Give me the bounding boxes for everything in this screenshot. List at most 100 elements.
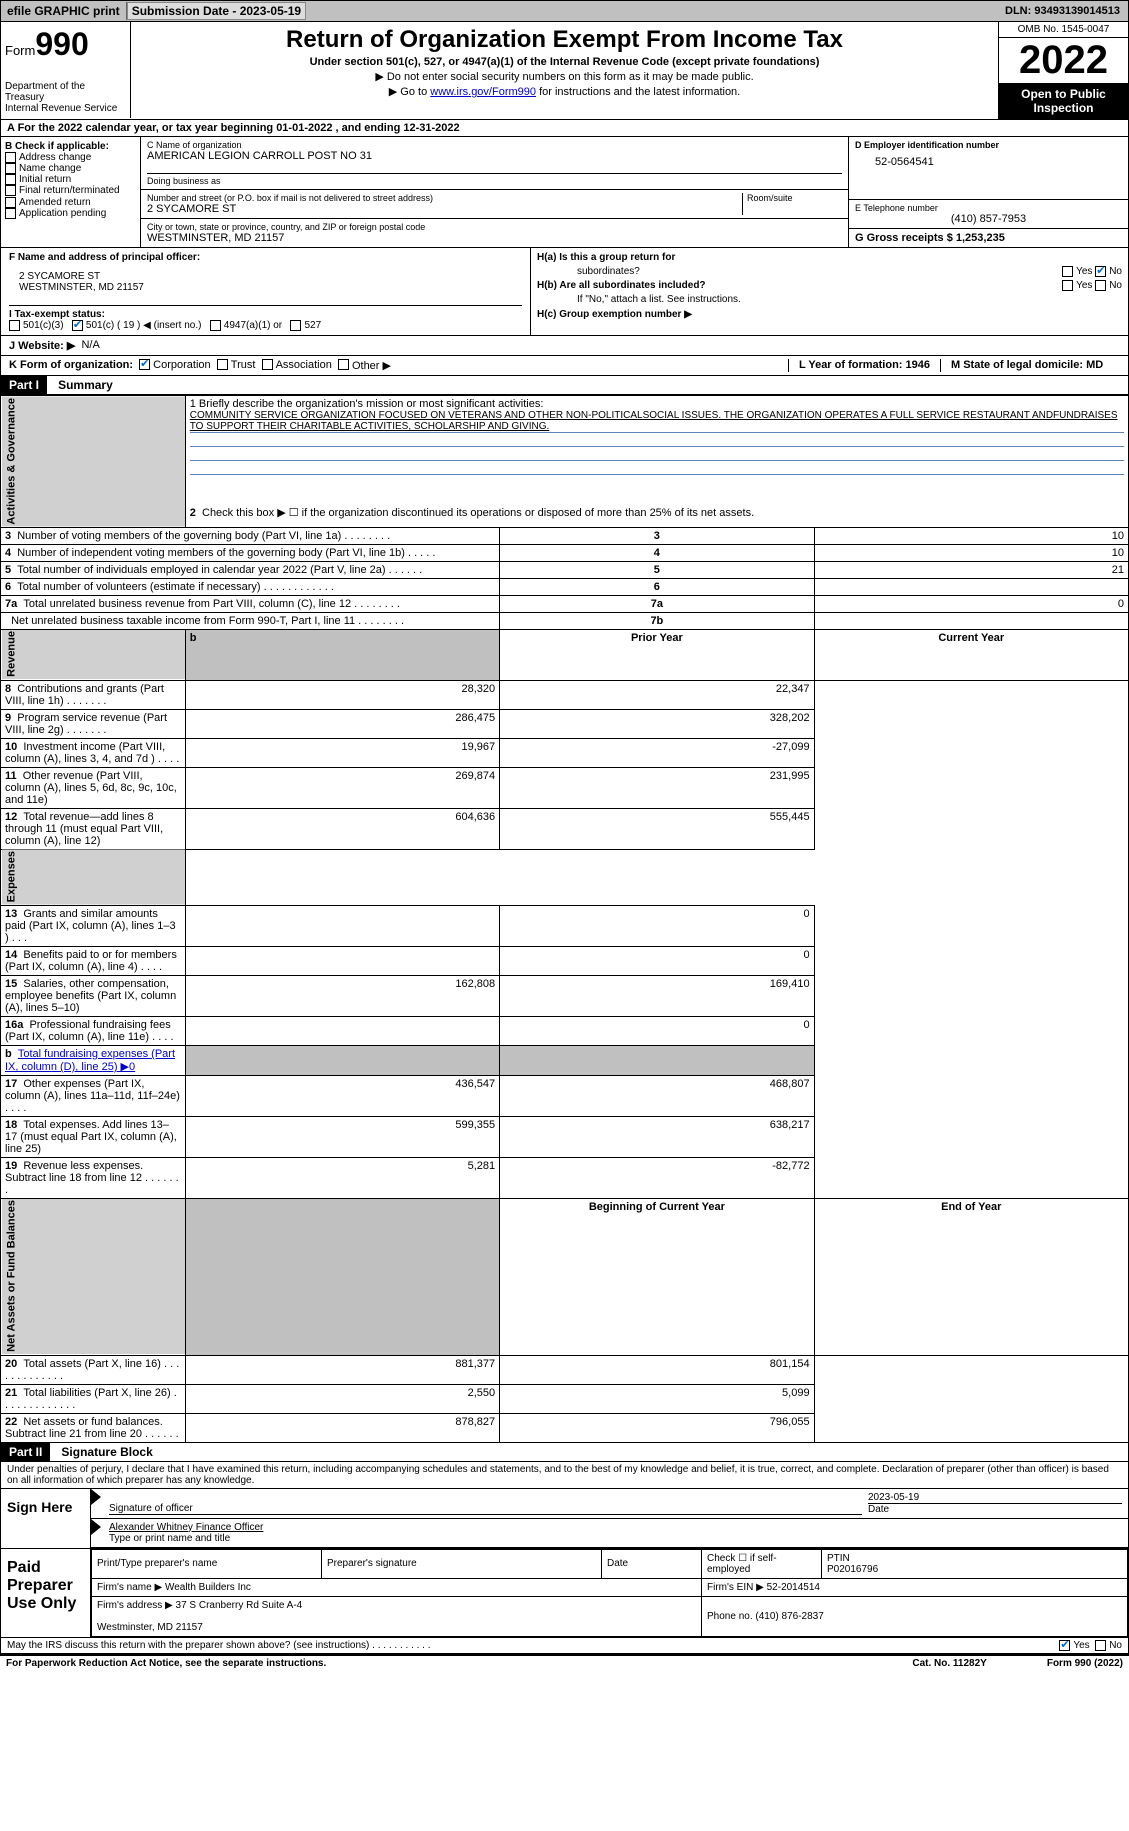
side-exp: Expenses	[1, 849, 186, 905]
b-label: B Check if applicable:	[5, 141, 136, 152]
501c3-chk[interactable]	[9, 320, 20, 331]
ptin: P02016796	[827, 1564, 878, 1575]
telephone: (410) 857-7953	[855, 213, 1122, 225]
phone-label: Phone no.	[707, 1611, 753, 1622]
assoc-chk[interactable]	[262, 359, 273, 370]
summary-table: Activities & Governance 1 Briefly descri…	[0, 395, 1129, 1443]
goto-note: ▶ Go to www.irs.gov/Form990 for instruct…	[139, 85, 990, 98]
4947-chk[interactable]	[210, 320, 221, 331]
b-opt-chk[interactable]	[5, 208, 16, 219]
prep-date-label: Date	[602, 1549, 702, 1578]
block-bcdeg: B Check if applicable: Address changeNam…	[0, 137, 1129, 248]
prep-check: Check ☐ if self-employed	[702, 1549, 822, 1578]
omb-number: OMB No. 1545-0047	[999, 22, 1128, 38]
other-label: Other ▶	[352, 359, 391, 372]
prior-hdr: Prior Year	[500, 629, 814, 680]
k-label: K Form of organization:	[9, 359, 133, 372]
paid-preparer-block: Paid Preparer Use Only Print/Type prepar…	[0, 1549, 1129, 1638]
l-formation: L Year of formation: 1946	[788, 359, 940, 372]
b-opt-chk[interactable]	[5, 163, 16, 174]
discuss-no-chk[interactable]	[1095, 1640, 1106, 1651]
527-chk[interactable]	[290, 320, 301, 331]
501c-chk[interactable]	[72, 320, 83, 331]
line2: Check this box ▶ ☐ if the organization d…	[202, 507, 754, 519]
room-label: Room/suite	[747, 193, 842, 203]
part1-title: Summary	[50, 378, 113, 392]
sig-officer-label: Signature of officer	[109, 1503, 193, 1514]
topbar: efile GRAPHIC print Submission Date - 20…	[0, 0, 1129, 22]
efile-link[interactable]: efile GRAPHIC print	[1, 2, 127, 20]
part2-label: Part II	[1, 1443, 50, 1461]
c-label: C Name of organization	[147, 140, 842, 150]
goto-pre: ▶ Go to	[389, 86, 430, 98]
firm-addr-label: Firm's address ▶	[97, 1600, 173, 1611]
hb-yes: Yes	[1076, 280, 1092, 291]
row-f-h: F Name and address of principal officer:…	[0, 248, 1129, 336]
side-rev: Revenue	[1, 629, 186, 680]
street-address: 2 SYCAMORE ST	[147, 203, 742, 215]
ha-no-chk[interactable]	[1095, 266, 1106, 277]
form-title: Return of Organization Exempt From Incom…	[139, 26, 990, 54]
row-j: J Website: ▶ N/A	[0, 336, 1129, 356]
corp-chk[interactable]	[139, 359, 150, 370]
hb-yes-chk[interactable]	[1062, 280, 1073, 291]
org-name: AMERICAN LEGION CARROLL POST NO 31	[147, 150, 842, 162]
officer-name-label: Type or print name and title	[109, 1533, 230, 1544]
firm-name: Wealth Builders Inc	[165, 1582, 251, 1593]
goto-post: for instructions and the latest informat…	[536, 86, 740, 98]
other-chk[interactable]	[338, 359, 349, 370]
cat-no: Cat. No. 11282Y	[912, 1658, 986, 1669]
b-opt-chk[interactable]	[5, 152, 16, 163]
mission-text: COMMUNITY SERVICE ORGANIZATION FOCUSED O…	[190, 410, 1124, 433]
firm-ein: 52-2014514	[767, 1582, 820, 1593]
open-inspection: Open to Public Inspection	[999, 83, 1128, 119]
side-ag: Activities & Governance	[1, 396, 186, 528]
hb-no: No	[1109, 280, 1122, 291]
city-state-zip: WESTMINSTER, MD 21157	[147, 232, 842, 244]
hb-no-chk[interactable]	[1095, 280, 1106, 291]
assoc-label: Association	[276, 359, 332, 372]
part2-title: Signature Block	[53, 1445, 152, 1459]
527-label: 527	[304, 320, 321, 331]
form-number: Form990	[5, 26, 126, 63]
curr-hdr: Current Year	[814, 629, 1128, 680]
b-opt-chk[interactable]	[5, 185, 16, 196]
corp-label: Corporation	[153, 359, 210, 372]
discuss-text: May the IRS discuss this return with the…	[7, 1640, 431, 1651]
hc-label: H(c) Group exemption number ▶	[537, 309, 1122, 320]
ha-no: No	[1109, 266, 1122, 277]
officer-name: Alexander Whitney Finance Officer	[109, 1522, 263, 1533]
b-opt-chk[interactable]	[5, 174, 16, 185]
discuss-yes-chk[interactable]	[1059, 1640, 1070, 1651]
irs-link[interactable]: www.irs.gov/Form990	[430, 86, 536, 98]
perjury-declaration: Under penalties of perjury, I declare th…	[0, 1462, 1129, 1489]
ha-yes-chk[interactable]	[1062, 266, 1073, 277]
d-label: D Employer identification number	[855, 140, 1122, 150]
form-word: Form	[5, 43, 35, 58]
discuss-yes: Yes	[1073, 1640, 1089, 1651]
ein: 52-0564541	[875, 156, 1122, 168]
paid-prep-label: Paid Preparer Use Only	[1, 1549, 91, 1637]
sign-here-block: Sign Here Signature of officer 2023-05-1…	[0, 1489, 1129, 1549]
b-opt-chk[interactable]	[5, 197, 16, 208]
m-domicile: M State of legal domicile: MD	[940, 359, 1120, 372]
dln: DLN: 93493139014513	[1005, 5, 1128, 17]
sig-date-label: Date	[868, 1503, 1122, 1515]
dept-label: Department of the Treasury Internal Reve…	[5, 81, 126, 114]
row-klm: K Form of organization: Corporation Trus…	[0, 356, 1129, 376]
form-ref: Form 990 (2022)	[1047, 1658, 1123, 1669]
trust-chk[interactable]	[217, 359, 228, 370]
form-subtitle: Under section 501(c), 527, or 4947(a)(1)…	[139, 56, 990, 68]
ssn-note: ▶ Do not enter social security numbers o…	[139, 70, 990, 83]
firm-ein-label: Firm's EIN ▶	[707, 1582, 764, 1593]
ha-label: H(a) Is this a group return for	[537, 252, 737, 263]
website-value: N/A	[81, 339, 99, 352]
sign-here-label: Sign Here	[1, 1489, 91, 1548]
end-hdr: End of Year	[814, 1198, 1128, 1355]
501c-label: 501(c) ( 19 ) ◀ (insert no.)	[86, 320, 202, 331]
submission-date: Submission Date - 2023-05-19	[127, 2, 306, 20]
hb-note: If "No," attach a list. See instructions…	[577, 294, 1122, 305]
beg-hdr: Beginning of Current Year	[500, 1198, 814, 1355]
side-na: Net Assets or Fund Balances	[1, 1198, 186, 1355]
form-header: Form990 Department of the Treasury Inter…	[0, 22, 1129, 120]
